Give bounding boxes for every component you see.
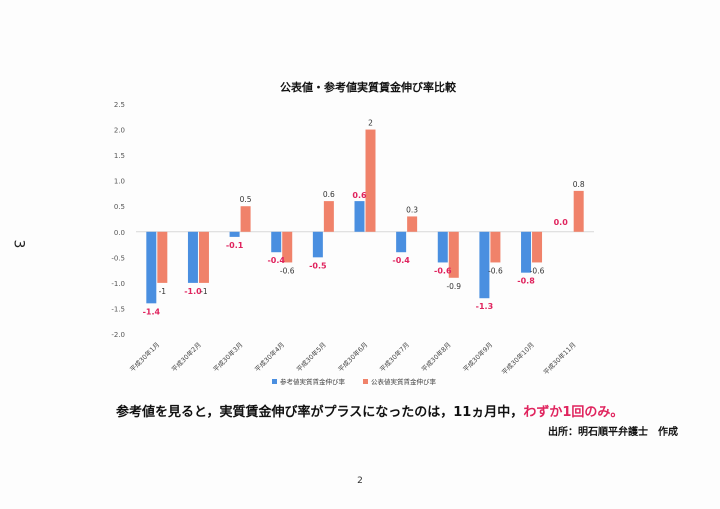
data-label-series2: -0.6 (530, 266, 545, 275)
y-tick-label: 2.5 (114, 101, 125, 109)
y-tick-label: 1.0 (114, 178, 125, 186)
data-label-series2: 2 (368, 119, 373, 128)
x-tick-label: 平成30年9月 (461, 340, 495, 374)
bar-series2 (365, 129, 376, 232)
chart-legend: 参考値実質賃金伸び率 公表値実質賃金伸び率 (272, 377, 437, 386)
data-label-series2: 0.5 (240, 195, 252, 204)
x-tick-label: 平成30年4月 (253, 340, 287, 374)
x-tick-label: 平成30年7月 (378, 340, 412, 374)
y-tick-label: -1.5 (111, 305, 125, 313)
x-tick-label: 平成30年2月 (169, 340, 203, 374)
bar-series2 (532, 231, 543, 263)
bar-series2 (240, 206, 251, 232)
bar-series1 (146, 231, 157, 304)
caption-highlight: わずか1回のみ。 (523, 405, 624, 420)
bar-series2 (490, 231, 501, 263)
data-label-series1: 0.0 (554, 218, 569, 227)
bar-series1 (479, 231, 490, 299)
y-tick-label: 2.0 (114, 127, 125, 135)
data-label-series1: -1.3 (476, 302, 494, 311)
data-label-series2: -0.6 (488, 266, 503, 275)
bar-series2 (198, 231, 209, 283)
x-axis-ticks: 平成30年1月 平成30年2月 平成30年3月 平成30年4月 平成30年5月 平成30年… (128, 340, 578, 376)
x-tick-label: 平成30年10月 (500, 340, 536, 376)
x-tick-label: 平成30年8月 (419, 340, 453, 374)
bar-series2 (448, 231, 459, 278)
x-tick-label: 平成30年3月 (211, 340, 245, 374)
legend-swatch-series2 (363, 379, 368, 384)
data-label-series1: -0.4 (267, 256, 285, 265)
chart-title: 公表値・参考値実質賃金伸び率比較 (280, 80, 457, 94)
x-tick-label: 平成30年6月 (336, 340, 370, 374)
bar-series2 (573, 190, 584, 232)
page-number: 2 (357, 476, 363, 486)
y-tick-label: -0.5 (111, 254, 125, 262)
source-credit: 出所：明石順平弁護士 作成 (548, 427, 678, 438)
bar-series2 (407, 216, 418, 232)
y-tick-label: -2.0 (111, 331, 125, 339)
y-tick-label: 0.0 (114, 229, 125, 237)
caption-main: 参考値を見ると，実質賃金伸び率がプラスになったのは，11ヵ月中， (116, 405, 524, 420)
y-axis-ticks: 2.5 2.0 1.5 1.0 0.5 0.0 -0.5 -1.0 -1.5 -2.0 (111, 101, 125, 339)
bar-series1 (271, 231, 282, 253)
bar-series1 (437, 231, 448, 263)
data-label-series2: 0.8 (573, 180, 585, 189)
bar-series2 (157, 231, 168, 283)
bar-series1 (396, 231, 407, 253)
bar-series2 (323, 201, 334, 232)
data-label-series2: 0.6 (323, 190, 335, 199)
bar-series2 (282, 231, 293, 263)
bar-series1 (229, 231, 240, 237)
data-label-series1: 0.6 (352, 191, 367, 200)
data-labels-group: -1.4-1 -1.0-1-0.10.5-0.4-0.6-0.50.6 0.62-0… (143, 119, 585, 317)
x-tick-label: 平成30年5月 (294, 340, 328, 374)
legend-label-series1: 参考値実質賃金伸び率 (280, 377, 346, 386)
data-label-series1: -1.0 (184, 287, 202, 296)
data-label-series2: -1 (159, 287, 167, 296)
legend-swatch-series1 (272, 379, 277, 384)
x-tick-label: 平成30年11月 (541, 340, 577, 376)
bar-series1 (521, 231, 532, 273)
data-label-series1: -0.5 (309, 261, 327, 270)
bar-chart: 公表値・参考値実質賃金伸び率比較 2.5 2.0 1.5 1.0 0.5 0.0 -0.5 -… (111, 80, 594, 386)
y-tick-label: 1.5 (114, 152, 125, 160)
data-label-series2: -1 (200, 287, 208, 296)
bar-series1 (312, 231, 323, 258)
caption: 参考値を見ると，実質賃金伸び率がプラスになったのは，11ヵ月中，わずか1回のみ。 (116, 401, 623, 420)
y-tick-label: -1.0 (111, 280, 125, 288)
data-label-series1: -1.4 (143, 307, 161, 316)
y-tick-label: 0.5 (114, 203, 125, 211)
legend-label-series2: 公表値実質賃金伸び率 (371, 377, 437, 386)
data-label-series2: 0.3 (406, 205, 418, 214)
bar-series1 (187, 231, 198, 283)
bar-series1 (354, 201, 365, 232)
data-label-series2: -0.9 (446, 282, 461, 291)
data-label-series2: -0.6 (280, 266, 295, 275)
data-label-series1: -0.4 (392, 256, 410, 265)
data-label-series1: -0.1 (226, 241, 244, 250)
data-label-series1: -0.8 (517, 277, 535, 286)
x-tick-label: 平成30年1月 (128, 340, 162, 374)
bars-group (146, 129, 584, 304)
data-label-series1: -0.6 (434, 266, 452, 275)
